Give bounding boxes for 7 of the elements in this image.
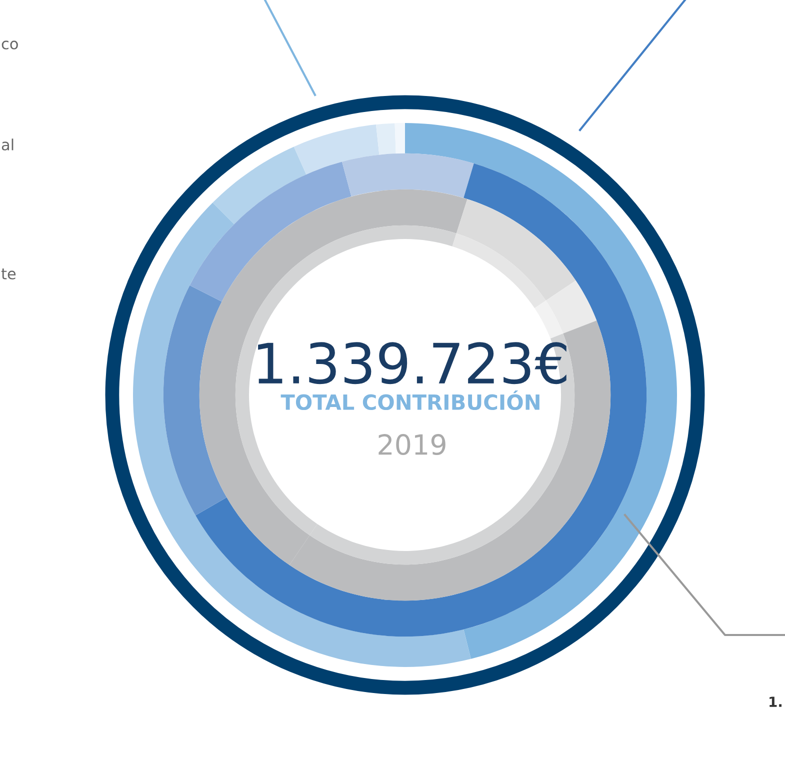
text: 1.339.723€ [258, 342, 566, 384]
text: te [1, 268, 16, 280]
text: TOTAL CONTRIBUCIÓN [280, 390, 540, 410]
text: co [2, 40, 18, 50]
text: 2019 [378, 434, 446, 456]
text: al [2, 138, 14, 150]
text: 1. [770, 696, 782, 707]
